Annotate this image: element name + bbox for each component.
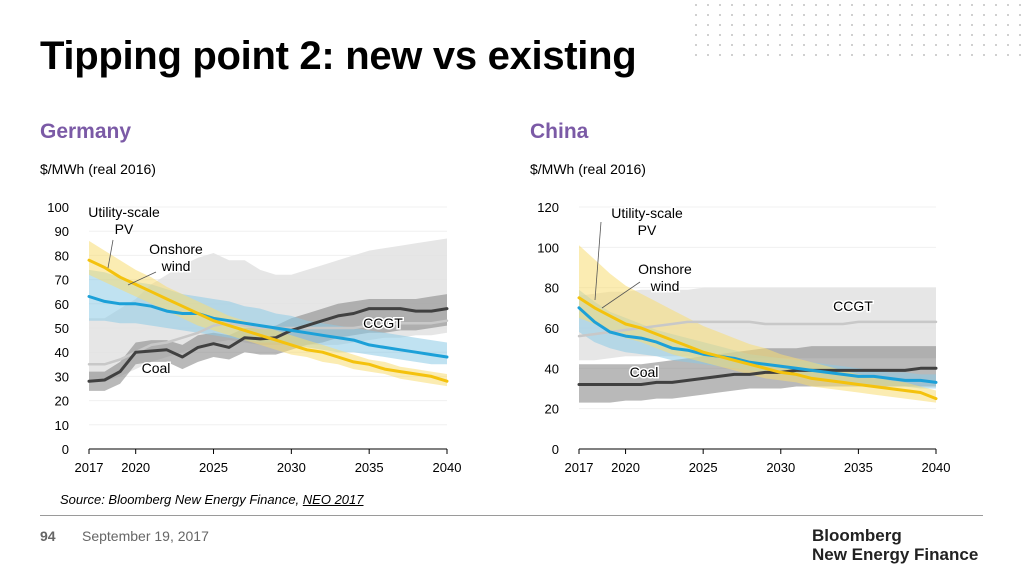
y-tick-label: 0 (552, 442, 559, 457)
series-label-wind: Onshore wind (149, 241, 203, 274)
leader-line-wind (601, 281, 641, 309)
series-label-pv: Utility-scale PV (88, 204, 160, 237)
series-line-pv (577, 296, 938, 401)
y-tick-label: 50 (55, 321, 69, 336)
footer-divider (40, 515, 983, 516)
band-pv (579, 245, 936, 403)
chart-title-china: China (530, 120, 589, 143)
brand-line-2: New Energy Finance (812, 545, 979, 564)
decorative-dot-pattern (690, 0, 1021, 60)
series-line-pv (87, 258, 449, 383)
page-number: 94 (40, 528, 56, 544)
x-tick-label: 2035 (844, 460, 873, 475)
series-label-ccgt: CCGT (363, 315, 403, 331)
x-tick-label: 2040 (433, 460, 462, 475)
series-label-wind: Onshore wind (638, 261, 692, 294)
source-note: Source: Bloomberg New Energy Finance, NE… (60, 492, 364, 507)
chart-title-germany: Germany (40, 120, 132, 143)
band-pv (89, 240, 447, 387)
y-tick-label: 20 (55, 394, 69, 409)
brand-line-1: Bloomberg (812, 526, 902, 545)
y-tick-label: 60 (55, 297, 69, 312)
series-label-coal: Coal (142, 360, 171, 376)
y-tick-label: 100 (47, 200, 69, 215)
y-tick-label: 60 (545, 321, 559, 336)
x-tick-label: 2020 (121, 460, 150, 475)
x-tick-label: 2020 (611, 460, 640, 475)
x-tick-label: 2025 (199, 460, 228, 475)
x-tick-label: 2025 (689, 460, 718, 475)
x-tick-label: 2030 (766, 460, 795, 475)
y-tick-label: 90 (55, 224, 69, 239)
series-line-wind (577, 306, 938, 384)
series-label-ccgt: CCGT (833, 298, 873, 314)
x-tick-label: 2017 (75, 460, 104, 475)
source-link[interactable]: NEO 2017 (302, 492, 364, 507)
y-tick-label: 100 (537, 240, 559, 255)
y-tick-label: 20 (545, 402, 559, 417)
x-tick-label: 2035 (355, 460, 384, 475)
source-prefix: Source: Bloomberg New Energy Finance, (60, 492, 303, 507)
y-tick-label: 120 (537, 200, 559, 215)
y-tick-label: 40 (55, 345, 69, 360)
series-line-coal (577, 366, 938, 386)
series-line-wind (87, 295, 449, 359)
x-tick-label: 2017 (565, 460, 594, 475)
y-tick-label: 40 (545, 361, 559, 376)
y-axis-unit-china: $/MWh (real 2016) (530, 161, 646, 177)
x-tick-label: 2040 (922, 460, 951, 475)
series-label-pv: Utility-scale PV (611, 205, 683, 238)
x-tick-label: 2030 (277, 460, 306, 475)
y-axis-unit-germany: $/MWh (real 2016) (40, 161, 156, 177)
footer-date: September 19, 2017 (82, 528, 209, 544)
y-tick-label: 10 (55, 418, 69, 433)
leader-line-pv (107, 239, 114, 269)
leader-line-pv (594, 221, 602, 301)
y-tick-label: 80 (55, 248, 69, 263)
leader-line-wind (127, 271, 157, 286)
y-tick-label: 70 (55, 273, 69, 288)
brand-logo: Bloomberg New Energy Finance (812, 526, 978, 564)
y-tick-label: 0 (62, 442, 69, 457)
page-title: Tipping point 2: new vs existing (40, 34, 637, 78)
series-label-coal: Coal (630, 364, 659, 380)
y-tick-label: 30 (55, 369, 69, 384)
y-tick-label: 80 (545, 281, 559, 296)
